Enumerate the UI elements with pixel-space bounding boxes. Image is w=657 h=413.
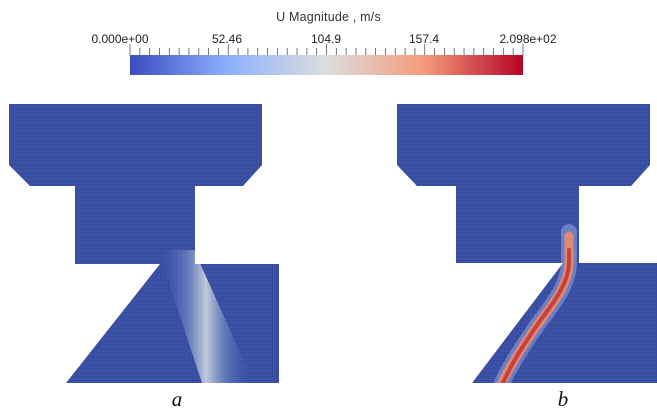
panel-b-jet-core (501, 248, 571, 383)
panel-a-mesh (9, 104, 279, 383)
panel-b-domain (397, 104, 657, 383)
colorbar-tick-label-1: 52.46 (211, 32, 243, 46)
colorbar (130, 55, 523, 75)
panel-label-b: b (557, 387, 569, 411)
colorbar-title: U Magnitude , m/s (276, 10, 381, 24)
panel-a-domain (9, 104, 279, 383)
colorbar-ticks (129, 44, 524, 55)
colorbar-tick-label-2: 104.9 (310, 32, 342, 46)
panel-label-a: a (171, 387, 183, 411)
colorbar-tick-label-3: 157.4 (408, 32, 440, 46)
panel-a-jet (158, 250, 254, 383)
colorbar-tick-label-0: 0.000e+00 (91, 32, 149, 46)
colorbar-tick-label-4: 2.098e+02 (499, 32, 557, 46)
